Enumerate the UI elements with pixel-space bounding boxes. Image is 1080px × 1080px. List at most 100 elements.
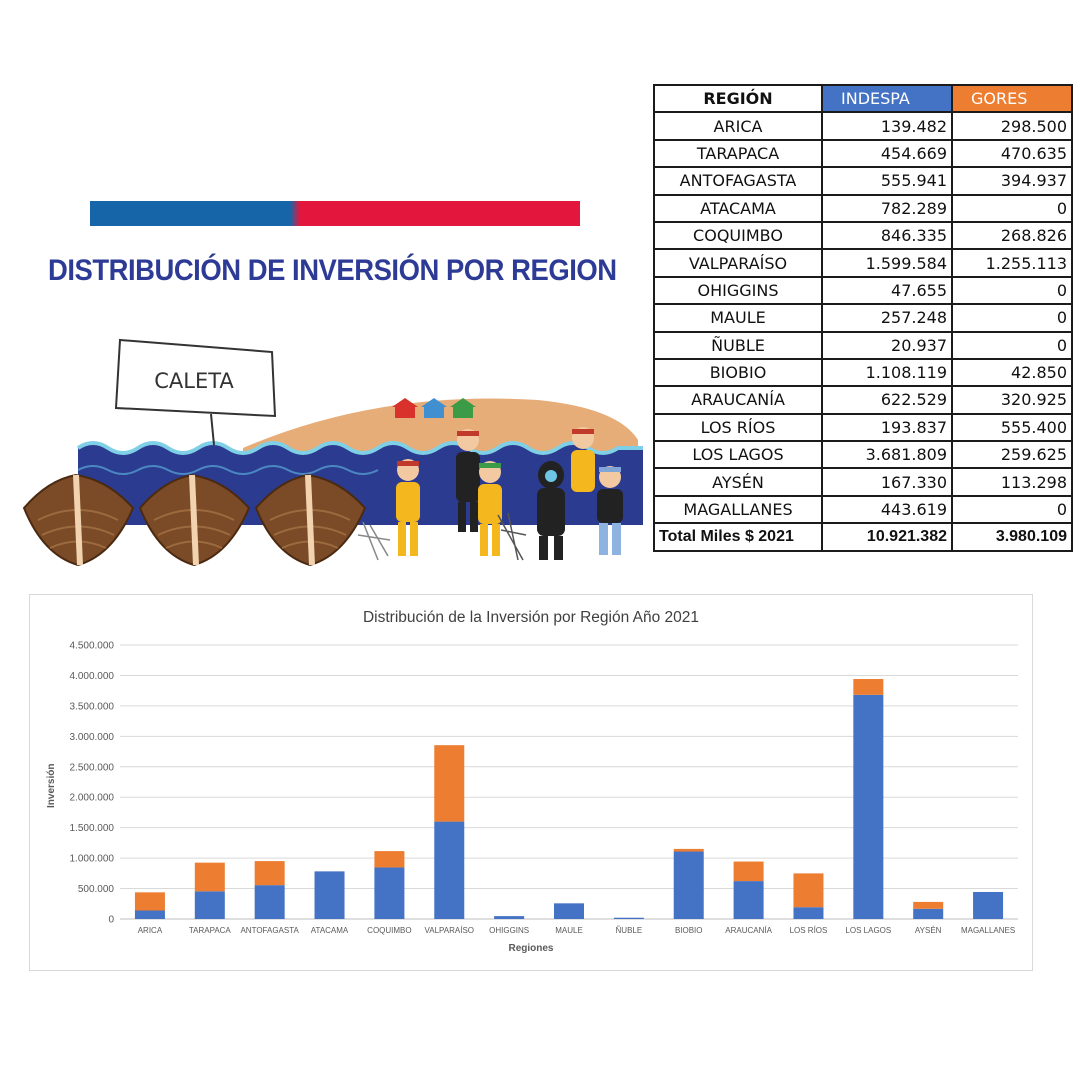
cell-region: COQUIMBO — [653, 220, 823, 251]
y-tick-label: 0 — [108, 915, 114, 926]
cell-indespa: 20.937 — [821, 330, 953, 360]
header-indespa: INDESPA — [821, 83, 953, 114]
bar-indespa — [494, 916, 525, 919]
table-row: OHIGGINS 47.655 0 — [653, 275, 1073, 306]
bar-gores — [913, 901, 944, 909]
x-tick-label: MAULE — [555, 926, 583, 935]
x-tick-label: LOS LAGOS — [845, 926, 891, 935]
fishers-icon — [357, 427, 623, 561]
cell-region: MAULE — [653, 303, 823, 333]
x-tick-label: ANTOFAGASTA — [240, 926, 299, 935]
cell-gores: 0 — [951, 303, 1073, 333]
bar-indespa — [853, 694, 884, 919]
cell-region: ATACAMA — [653, 193, 823, 223]
table-row: MAULE 257.248 0 — [653, 303, 1073, 333]
cell-region: BIOBIO — [653, 357, 823, 388]
total-gores: 3.980.109 — [951, 522, 1073, 552]
cell-gores: 394.937 — [951, 166, 1073, 196]
total-indespa: 10.921.382 — [821, 522, 953, 552]
x-tick-label: ÑUBLE — [616, 926, 643, 935]
x-tick-label: ARAUCANÍA — [725, 926, 772, 935]
table-row: COQUIMBO 846.335 268.826 — [653, 220, 1073, 251]
flag-color-bar — [90, 201, 580, 226]
cell-region: MAGALLANES — [653, 494, 823, 525]
cell-indespa: 3.681.809 — [821, 440, 953, 470]
houses-icon — [392, 398, 476, 418]
cell-gores: 555.400 — [951, 412, 1073, 443]
bar-indespa — [733, 881, 764, 919]
cell-gores: 298.500 — [951, 111, 1073, 141]
table-row: LOS RÍOS 193.837 555.400 — [653, 412, 1073, 443]
cell-indespa: 193.837 — [821, 412, 953, 443]
x-tick-label: MAGALLANES — [961, 926, 1015, 935]
cell-gores: 259.625 — [951, 440, 1073, 470]
y-tick-label: 500.000 — [78, 884, 115, 895]
table-row: VALPARAÍSO 1.599.584 1.255.113 — [653, 248, 1073, 278]
bar-indespa — [793, 907, 824, 919]
table-row: LOS LAGOS 3.681.809 259.625 — [653, 440, 1073, 470]
x-tick-label: LOS RÍOS — [790, 926, 828, 935]
y-tick-label: 2.000.000 — [70, 793, 115, 804]
bar-gores — [793, 873, 824, 908]
bar-indespa — [973, 891, 1004, 919]
y-tick-label: 1.000.000 — [70, 854, 115, 865]
investment-table: REGIÓN INDESPA GORES ARICA 139.482 298.500… — [653, 83, 1073, 552]
bar-indespa — [374, 867, 405, 919]
cell-gores: 0 — [951, 494, 1073, 525]
cell-region: LOS RÍOS — [653, 412, 823, 443]
bar-gores — [434, 745, 465, 822]
bar-indespa — [314, 871, 345, 919]
cell-gores: 1.255.113 — [951, 248, 1073, 278]
cell-indespa: 454.669 — [821, 138, 953, 169]
x-tick-label: COQUIMBO — [367, 926, 411, 935]
cell-gores: 113.298 — [951, 467, 1073, 497]
cell-gores: 470.635 — [951, 138, 1073, 169]
y-tick-label: 3.500.000 — [70, 701, 115, 712]
cell-gores: 42.850 — [951, 357, 1073, 388]
table-row: BIOBIO 1.108.119 42.850 — [653, 357, 1073, 388]
table-header-row: REGIÓN INDESPA GORES — [653, 83, 1073, 114]
y-tick-label: 4.500.000 — [70, 641, 115, 652]
header-region: REGIÓN — [653, 83, 823, 114]
header-gores: GORES — [951, 83, 1073, 114]
cell-gores: 268.826 — [951, 220, 1073, 251]
cell-indespa: 622.529 — [821, 385, 953, 415]
cell-indespa: 443.619 — [821, 494, 953, 525]
cell-region: AYSÉN — [653, 467, 823, 497]
bar-indespa — [194, 891, 225, 919]
cell-region: OHIGGINS — [653, 275, 823, 306]
cell-indespa: 47.655 — [821, 275, 953, 306]
bar-gores — [673, 848, 704, 852]
cell-indespa: 1.108.119 — [821, 357, 953, 388]
cell-indespa: 782.289 — [821, 193, 953, 223]
cell-indespa: 1.599.584 — [821, 248, 953, 278]
bar-gores — [733, 861, 764, 882]
bar-gores — [254, 861, 285, 886]
x-tick-label: ATACAMA — [311, 926, 349, 935]
y-tick-label: 4.000.000 — [70, 671, 115, 682]
bar-indespa — [673, 851, 704, 919]
caleta-illustration: CALETA — [22, 338, 643, 567]
flag-blue-segment — [90, 201, 290, 226]
cell-region: LOS LAGOS — [653, 440, 823, 470]
cell-gores: 0 — [951, 193, 1073, 223]
table-row: ANTOFAGASTA 555.941 394.937 — [653, 166, 1073, 196]
table-row: ATACAMA 782.289 0 — [653, 193, 1073, 223]
y-tick-label: 3.000.000 — [70, 732, 115, 743]
cell-indespa: 167.330 — [821, 467, 953, 497]
caleta-sign: CALETA — [114, 338, 277, 446]
bar-gores — [194, 862, 225, 892]
bar-indespa — [554, 903, 584, 919]
cell-gores: 0 — [951, 275, 1073, 306]
total-label: Total Miles $ 2021 — [653, 522, 823, 552]
bar-indespa — [613, 917, 644, 919]
table-row: ARAUCANÍA 622.529 320.925 — [653, 385, 1073, 415]
bar-indespa — [434, 821, 465, 919]
chart-title: Distribución de la Inversión por Región … — [362, 609, 700, 626]
x-tick-label: AYSÉN — [915, 926, 942, 935]
cell-region: ÑUBLE — [653, 330, 823, 360]
table-row: TARAPACA 454.669 470.635 — [653, 138, 1073, 169]
cell-gores: 320.925 — [951, 385, 1073, 415]
cell-indespa: 846.335 — [821, 220, 953, 251]
chart-container: Distribución de la Inversión por Región … — [29, 594, 1033, 971]
